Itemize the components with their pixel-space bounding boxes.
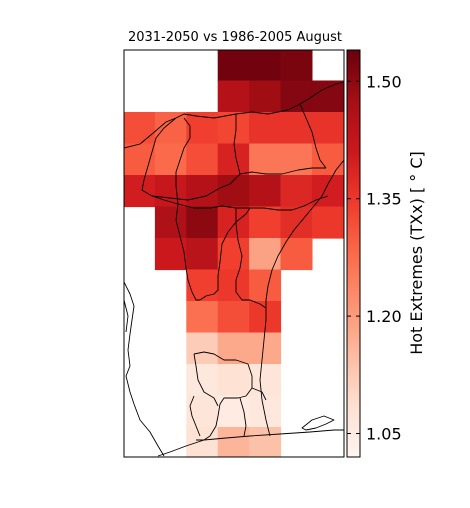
heat-cells — [124, 50, 344, 457]
grid-cell — [154, 112, 187, 145]
grid-cell — [217, 80, 250, 113]
grid-cell — [280, 175, 313, 208]
colorbar-tick-label: 1.05 — [366, 425, 402, 444]
grid-cell — [186, 364, 219, 397]
border-interior-6 — [233, 114, 241, 175]
colorbar-tick-label: 1.20 — [366, 307, 402, 326]
grid-cell — [280, 50, 313, 82]
grid-cell — [186, 143, 219, 176]
border-andes — [141, 117, 200, 301]
grid-cell — [217, 301, 250, 334]
border-interior-2 — [177, 195, 329, 211]
grid-cell — [217, 269, 250, 302]
grid-cell — [186, 269, 219, 302]
grid-cell — [217, 50, 250, 82]
grid-cell — [249, 175, 282, 208]
grid-cell — [186, 175, 219, 208]
colorbar-tick-label: 1.50 — [366, 72, 402, 91]
grid-cell — [280, 80, 313, 113]
map-title: 2031-2050 vs 1986-2005 August — [127, 30, 343, 45]
coastline-south — [157, 429, 344, 457]
border-south-2 — [193, 353, 219, 407]
grid-cell — [249, 143, 282, 176]
grid-cell — [186, 238, 219, 271]
grid-cell — [249, 112, 282, 145]
grid-cell — [249, 364, 282, 397]
border-south-3 — [189, 395, 201, 437]
coastline-southwest — [124, 299, 129, 333]
grid-cell — [217, 206, 250, 239]
grid-cell — [280, 206, 313, 239]
grid-cell — [249, 332, 282, 365]
border-interior-4 — [235, 208, 267, 309]
grid-cell — [217, 395, 250, 428]
grid-cell — [217, 112, 250, 145]
grid-cell — [186, 332, 219, 365]
grid-cell — [186, 112, 219, 145]
grid-cell — [124, 175, 156, 208]
grid-cell — [280, 238, 313, 271]
grid-cell — [311, 143, 344, 176]
map-frame — [123, 49, 345, 458]
colorbar-ticks: 1.05 1.20 1.35 1.50 — [347, 72, 402, 444]
grid-cell — [186, 427, 219, 457]
grid-cell — [186, 301, 219, 334]
grid-cell — [249, 269, 282, 302]
grid-cell — [249, 427, 282, 457]
grid-cell — [311, 80, 344, 113]
grid-cell — [124, 112, 156, 145]
border-interior-3 — [199, 207, 251, 301]
grid-cell — [280, 112, 313, 145]
grid-cell — [249, 395, 282, 428]
border-interior-7 — [299, 103, 327, 169]
grid-cell — [249, 80, 282, 113]
grid-cell — [311, 206, 344, 239]
grid-cell — [217, 238, 250, 271]
coastline-east — [259, 159, 344, 437]
border-south-5 — [251, 387, 267, 401]
grid-cell — [217, 364, 250, 397]
grid-cell — [124, 143, 156, 176]
grid-cell — [249, 50, 282, 82]
grid-cell — [249, 238, 282, 271]
grid-cell — [154, 206, 187, 239]
grid-cell — [311, 112, 344, 145]
border-south-1 — [193, 351, 253, 441]
coastline-west — [124, 281, 165, 457]
island-southeast — [301, 415, 335, 431]
colorbar-label: Hot Extremes (TXx) [ ° C] — [407, 151, 426, 355]
colorbar — [346, 49, 361, 458]
grid-cell — [249, 206, 282, 239]
colorbar-tick-label: 1.35 — [366, 190, 402, 209]
grid-cell — [217, 143, 250, 176]
country-borders — [124, 81, 344, 457]
border-interior-5 — [175, 117, 191, 205]
grid-cell — [186, 206, 219, 239]
border-south-4 — [239, 397, 247, 437]
grid-cell — [154, 143, 187, 176]
